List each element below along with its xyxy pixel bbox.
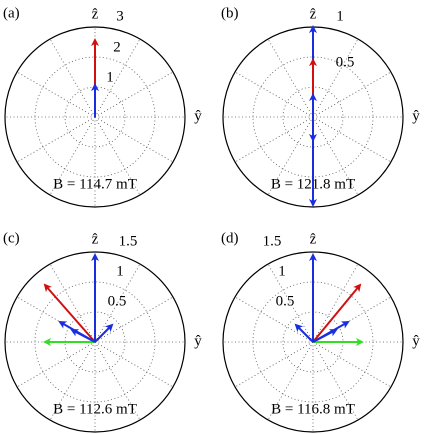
y-axis-label: ŷ bbox=[194, 108, 202, 124]
vector-arrow bbox=[94, 323, 114, 343]
grid-spoke bbox=[94, 116, 141, 196]
grid-spoke bbox=[16, 116, 96, 163]
grid-spoke bbox=[16, 341, 96, 388]
grid-spoke bbox=[49, 38, 96, 118]
grid-spoke bbox=[312, 116, 359, 196]
grid-spoke bbox=[312, 116, 392, 163]
ring-label: 1.5 bbox=[119, 233, 138, 249]
ring-label: 1 bbox=[336, 8, 344, 24]
grid-spoke bbox=[267, 38, 314, 118]
grid-spoke bbox=[267, 341, 314, 421]
vector-arrow bbox=[294, 323, 314, 343]
vector-arrow bbox=[70, 329, 96, 343]
ring-label: 1 bbox=[116, 263, 124, 279]
grid-ring bbox=[282, 86, 344, 148]
grid-spoke bbox=[312, 341, 392, 388]
grid-spoke bbox=[312, 71, 392, 118]
grid-spoke bbox=[49, 341, 96, 421]
field-label: B = 114.7 mT bbox=[53, 176, 137, 192]
grid-spoke bbox=[234, 71, 314, 118]
field-label: B = 112.6 mT bbox=[53, 401, 137, 417]
grid-spoke bbox=[49, 263, 96, 343]
z-axis-label: ẑ bbox=[92, 231, 99, 247]
grid-spoke bbox=[94, 263, 141, 343]
ring-label: 3 bbox=[116, 8, 124, 24]
ring-label: 0.5 bbox=[108, 293, 127, 309]
ring-label: 1.5 bbox=[263, 233, 282, 249]
grid-spoke bbox=[312, 38, 359, 118]
y-axis-label: ŷ bbox=[412, 108, 420, 124]
grid-spoke bbox=[94, 341, 141, 421]
z-axis-label: ẑ bbox=[92, 6, 99, 22]
ring-label: 1 bbox=[106, 69, 114, 85]
grid-spoke bbox=[234, 116, 314, 163]
grid-spoke bbox=[267, 263, 314, 343]
y-axis-label: ŷ bbox=[194, 333, 202, 349]
grid-spoke bbox=[234, 341, 314, 388]
panel-label: (c) bbox=[3, 230, 20, 246]
grid-spoke bbox=[312, 341, 359, 421]
ring-label: 0.5 bbox=[336, 54, 355, 70]
grid-ring bbox=[64, 311, 126, 373]
grid-spoke bbox=[49, 116, 96, 196]
grid-spoke bbox=[94, 71, 174, 118]
grid-spoke bbox=[312, 263, 359, 343]
panel-label: (b) bbox=[221, 5, 239, 21]
outer-circle bbox=[4, 26, 186, 208]
panel-label: (a) bbox=[3, 5, 20, 21]
vector-arrow bbox=[43, 283, 96, 343]
ring-label: 0.5 bbox=[276, 293, 295, 309]
ring-label: 1 bbox=[278, 263, 286, 279]
grid-spoke bbox=[94, 296, 174, 343]
vector-arrow bbox=[312, 283, 362, 343]
field-label: B = 116.8 mT bbox=[271, 401, 355, 417]
grid-spoke bbox=[16, 71, 96, 118]
y-axis-label: ŷ bbox=[412, 333, 420, 349]
grid-spoke bbox=[267, 116, 314, 196]
grid-spoke bbox=[234, 296, 314, 343]
grid-spoke bbox=[94, 116, 174, 163]
panel-label: (d) bbox=[221, 230, 239, 246]
z-axis-label: ẑ bbox=[310, 231, 317, 247]
ring-label: 2 bbox=[113, 39, 121, 55]
vector-arrow bbox=[312, 329, 338, 343]
z-axis-label: ẑ bbox=[310, 6, 317, 22]
grid-ring bbox=[64, 86, 126, 148]
outer-circle bbox=[222, 251, 404, 433]
grid-spoke bbox=[94, 341, 174, 388]
outer-circle bbox=[4, 251, 186, 433]
grid-spoke bbox=[94, 38, 141, 118]
